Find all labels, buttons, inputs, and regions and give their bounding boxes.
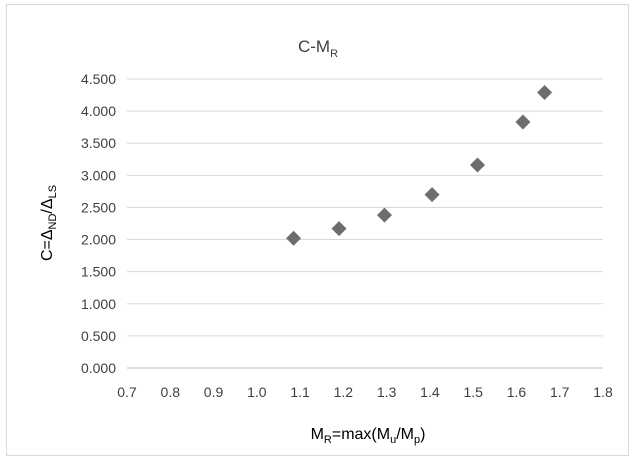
y-tick-label: 1.500 — [81, 264, 116, 280]
data-point — [331, 221, 347, 237]
y-tick-label: 3.500 — [81, 135, 116, 151]
x-tick-label: 1.8 — [593, 384, 613, 400]
x-tick-label: 1.3 — [377, 384, 397, 400]
gridlines — [127, 78, 603, 337]
y-axis-ticks: 0.000 0.500 1.000 1.500 2.000 2.500 3.000 3.500… — [81, 71, 116, 376]
x-tick-label: 0.7 — [117, 384, 137, 400]
y-tick-label: 4.500 — [81, 71, 116, 87]
y-tick-label: 4.000 — [81, 103, 116, 119]
x-tick-label: 0.8 — [161, 384, 181, 400]
x-tick-label: 1.6 — [507, 384, 527, 400]
x-tick-label: 1.0 — [247, 384, 267, 400]
y-tick-label: 2.000 — [81, 232, 116, 248]
y-tick-label: 0.500 — [81, 328, 116, 344]
y-tick-label: 1.000 — [81, 296, 116, 312]
y-axis-label: C=ΔND/ΔLS — [39, 185, 59, 261]
x-axis-ticks: 0.7 0.8 0.9 1.0 1.1 1.2 1.3 1.4 1.5 1.6 1.7 1.8 — [117, 384, 613, 400]
data-points — [286, 84, 553, 246]
data-point — [286, 230, 302, 246]
data-point — [424, 187, 440, 203]
x-tick-label: 1.1 — [290, 384, 310, 400]
x-tick-label: 0.9 — [204, 384, 224, 400]
y-tick-label: 2.500 — [81, 199, 116, 215]
data-point — [537, 84, 553, 100]
data-point — [470, 157, 486, 173]
data-point — [515, 114, 531, 130]
x-tick-label: 1.5 — [463, 384, 483, 400]
y-tick-label: 3.000 — [81, 167, 116, 183]
chart-title: C-MR — [298, 37, 338, 60]
x-tick-label: 1.7 — [550, 384, 570, 400]
x-axis-label: MR=max(Mu/Mp) — [311, 426, 426, 446]
x-tick-label: 1.2 — [334, 384, 354, 400]
x-tick-label: 1.4 — [420, 384, 440, 400]
data-point — [376, 207, 392, 223]
y-tick-label: 0.000 — [81, 360, 116, 376]
